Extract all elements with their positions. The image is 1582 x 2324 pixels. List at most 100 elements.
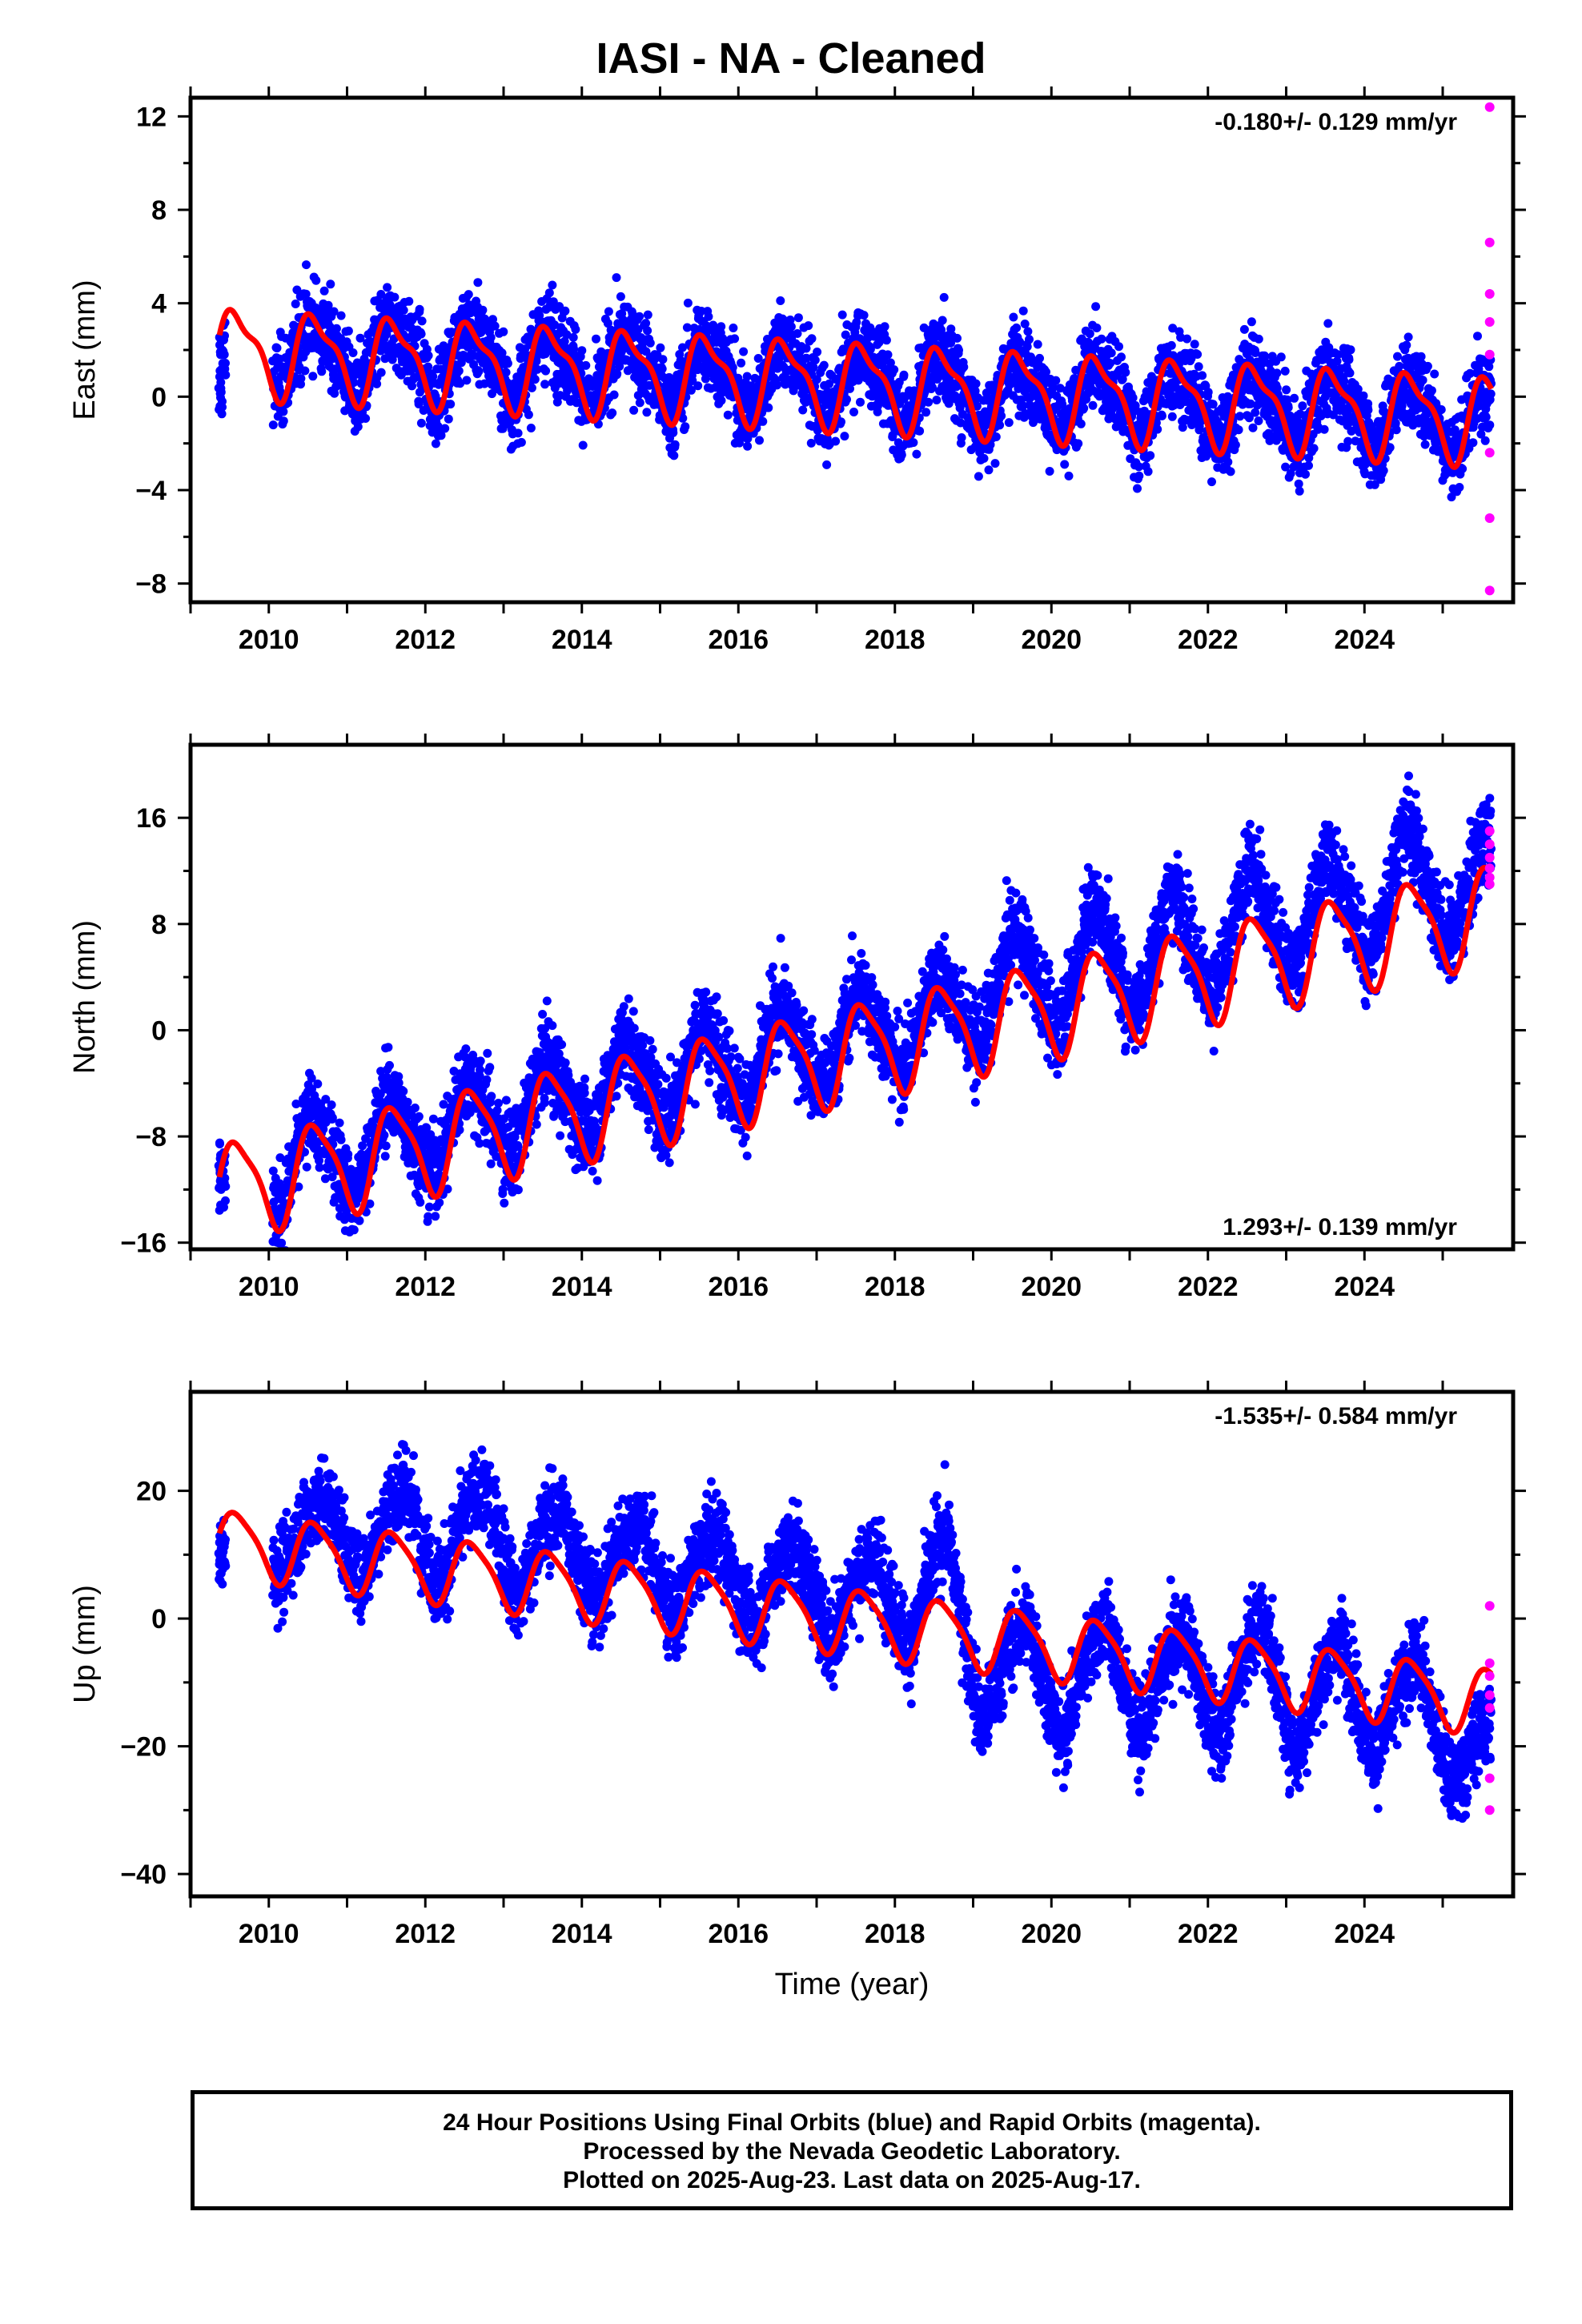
final-point <box>1012 323 1022 332</box>
final-point <box>1193 350 1203 359</box>
final-point <box>612 369 622 379</box>
final-point <box>1468 438 1478 448</box>
final-point <box>1283 403 1293 412</box>
final-point <box>581 360 591 370</box>
final-point <box>404 296 414 306</box>
final-point <box>1363 405 1373 415</box>
final-point <box>729 324 738 332</box>
final-point <box>462 376 472 385</box>
final-point <box>1480 436 1490 445</box>
final-point <box>723 410 733 420</box>
final-point <box>317 367 327 376</box>
y-tick-label: 0 <box>151 382 167 412</box>
final-point <box>629 405 639 415</box>
y-tick-label: 8 <box>151 195 167 226</box>
final-point <box>1486 389 1496 399</box>
x-tick-label: 2010 <box>239 625 299 655</box>
final-point <box>417 316 427 326</box>
final-point <box>670 440 680 449</box>
final-point <box>755 436 764 445</box>
rapid-point <box>1484 317 1495 327</box>
final-point <box>657 364 667 374</box>
final-point <box>971 379 981 388</box>
final-point <box>486 332 496 342</box>
x-tick-label: 2014 <box>552 625 612 655</box>
final-point <box>1025 335 1034 344</box>
x-tick-label: 2016 <box>708 625 769 655</box>
final-point <box>454 366 464 376</box>
final-point <box>1076 419 1086 428</box>
final-point <box>488 315 497 324</box>
final-point <box>859 311 869 320</box>
final-point <box>414 400 424 408</box>
final-point <box>804 321 813 331</box>
final-point <box>915 426 925 436</box>
final-point <box>1114 342 1123 352</box>
final-point <box>348 348 358 357</box>
final-point <box>1106 348 1116 358</box>
final-point <box>215 372 224 381</box>
final-point <box>717 322 726 332</box>
final-point <box>1092 324 1102 332</box>
rapid-point <box>1484 102 1495 112</box>
final-point <box>979 453 989 463</box>
final-point <box>431 439 440 448</box>
final-point <box>1153 424 1162 434</box>
final-point <box>641 347 651 356</box>
final-point <box>813 348 822 356</box>
final-point <box>473 278 483 287</box>
final-point <box>1045 467 1054 476</box>
final-point <box>883 350 893 360</box>
final-point <box>643 310 652 320</box>
final-point <box>669 451 679 460</box>
final-point <box>608 408 617 418</box>
final-point <box>1402 340 1411 350</box>
final-point <box>1248 423 1258 432</box>
final-point <box>837 310 847 320</box>
final-point <box>1301 469 1310 479</box>
final-point <box>1079 404 1089 413</box>
final-orbit-points <box>214 260 1496 502</box>
y-tick-label: −4 <box>135 476 167 506</box>
final-point <box>1064 471 1074 480</box>
y-tick-label: 12 <box>136 102 167 132</box>
final-point <box>1190 340 1199 349</box>
x-tick-label: 2018 <box>865 625 926 655</box>
final-point <box>612 273 621 283</box>
final-point <box>577 346 587 356</box>
final-point <box>330 388 339 398</box>
final-point <box>1051 376 1061 385</box>
final-point <box>938 316 947 325</box>
final-point <box>842 395 851 404</box>
final-point <box>592 334 600 344</box>
final-point <box>554 379 564 388</box>
final-point <box>1097 334 1106 344</box>
final-point <box>456 379 465 388</box>
final-point <box>313 1080 323 1088</box>
final-point <box>526 424 536 432</box>
final-point <box>1276 352 1286 362</box>
final-point <box>272 344 282 353</box>
final-point <box>560 306 570 316</box>
final-point <box>984 465 994 475</box>
final-point <box>1298 401 1307 411</box>
final-point <box>669 428 678 437</box>
rapid-point <box>1484 289 1495 299</box>
final-point <box>568 332 578 342</box>
final-point <box>399 305 408 315</box>
final-point <box>939 292 949 302</box>
final-point <box>1203 388 1213 397</box>
final-point <box>635 312 644 321</box>
final-point <box>1018 306 1028 316</box>
final-point <box>380 354 390 364</box>
final-point <box>1391 425 1401 435</box>
final-point <box>1234 425 1243 435</box>
final-point <box>464 290 473 300</box>
final-point <box>390 292 400 302</box>
final-point <box>609 390 619 400</box>
final-point <box>330 364 339 374</box>
final-point <box>1345 368 1355 378</box>
final-point <box>383 283 392 292</box>
final-point <box>932 396 942 404</box>
final-point <box>291 300 300 308</box>
